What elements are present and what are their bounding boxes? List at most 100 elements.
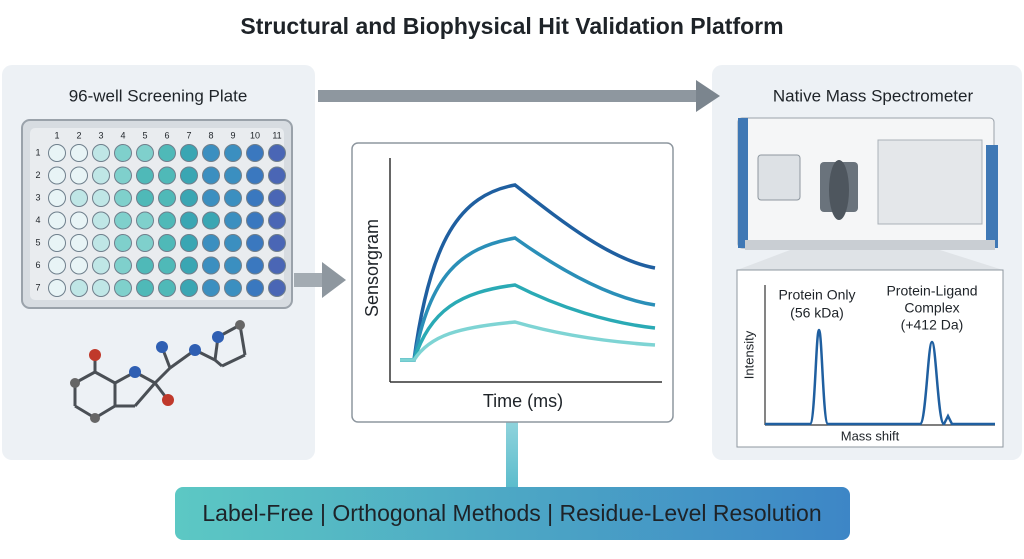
column-number: 6 <box>164 130 169 140</box>
well <box>70 166 88 185</box>
well <box>92 279 110 297</box>
well <box>268 166 286 185</box>
well <box>70 234 88 252</box>
well <box>158 166 176 185</box>
column-number: 5 <box>142 130 147 140</box>
well <box>180 189 198 207</box>
well <box>246 211 264 230</box>
well <box>224 166 242 185</box>
x-label: Time (ms) <box>483 391 563 411</box>
well <box>202 234 220 252</box>
well <box>48 234 66 252</box>
well <box>180 256 198 275</box>
row-number: 7 <box>35 282 40 292</box>
column-number: 7 <box>186 130 191 140</box>
well <box>246 189 264 207</box>
well <box>224 144 242 162</box>
well <box>180 211 198 230</box>
peak-label: (+412 Da) <box>901 317 964 333</box>
ms-y-label: Intensity <box>741 330 756 379</box>
column-number: 10 <box>250 130 260 140</box>
banner <box>175 487 850 540</box>
well <box>246 166 264 185</box>
well <box>224 189 242 207</box>
well <box>114 234 132 252</box>
well <box>114 144 132 162</box>
title: Structural and Biophysical Hit Validatio… <box>240 13 783 39</box>
y-label: Sensorgram <box>362 219 382 317</box>
well <box>48 144 66 162</box>
well <box>114 279 132 297</box>
molecule <box>70 320 247 423</box>
peak-label: (56 kDa) <box>790 305 844 321</box>
ms-label: Native Mass Spectrometer <box>773 86 974 105</box>
well <box>92 144 110 162</box>
column-number: 8 <box>208 130 213 140</box>
well <box>202 166 220 185</box>
ms-trace <box>765 328 995 426</box>
peak-label: Protein Only <box>778 287 855 303</box>
well <box>224 234 242 252</box>
well <box>92 256 110 275</box>
well <box>70 189 88 207</box>
well <box>70 256 88 275</box>
well <box>136 144 154 162</box>
well <box>158 144 176 162</box>
column-number: 9 <box>230 130 235 140</box>
well <box>48 279 66 297</box>
well <box>224 279 242 297</box>
well <box>48 211 66 230</box>
well <box>202 256 220 275</box>
well <box>158 279 176 297</box>
column-number: 4 <box>120 130 125 140</box>
well <box>268 279 286 297</box>
well <box>158 211 176 230</box>
row-number: 2 <box>35 170 40 180</box>
well <box>268 211 286 230</box>
well <box>268 144 286 162</box>
row-number: 3 <box>35 192 40 202</box>
plate-label: 96-well Screening Plate <box>69 86 248 105</box>
peak-label: Complex <box>904 300 959 316</box>
ms-x-label: Mass shift <box>841 428 900 443</box>
well <box>114 256 132 275</box>
well <box>246 256 264 275</box>
well <box>202 144 220 162</box>
well <box>268 189 286 207</box>
sensorgram-box <box>351 142 674 423</box>
well <box>70 211 88 230</box>
well <box>180 234 198 252</box>
row-number: 4 <box>35 215 40 225</box>
connector <box>506 422 518 488</box>
well <box>202 279 220 297</box>
well <box>92 234 110 252</box>
curves <box>400 183 656 362</box>
well <box>70 144 88 162</box>
well <box>92 211 110 230</box>
well <box>180 279 198 297</box>
well <box>158 189 176 207</box>
well <box>70 279 88 297</box>
well <box>158 256 176 275</box>
well <box>92 189 110 207</box>
well <box>48 189 66 207</box>
well <box>180 144 198 162</box>
well <box>158 234 176 252</box>
well <box>224 211 242 230</box>
well <box>246 144 264 162</box>
well <box>202 211 220 230</box>
banner-text: Label-Free | Orthogonal Methods | Residu… <box>202 500 821 526</box>
row-number: 1 <box>35 147 40 157</box>
top-arrow <box>318 80 720 112</box>
well <box>180 166 198 185</box>
well <box>136 279 154 297</box>
well <box>114 211 132 230</box>
well <box>136 234 154 252</box>
plate-arrow <box>294 262 346 298</box>
well <box>268 256 286 275</box>
column-number: 1 <box>54 130 59 140</box>
well <box>114 166 132 185</box>
column-number: 3 <box>98 130 103 140</box>
